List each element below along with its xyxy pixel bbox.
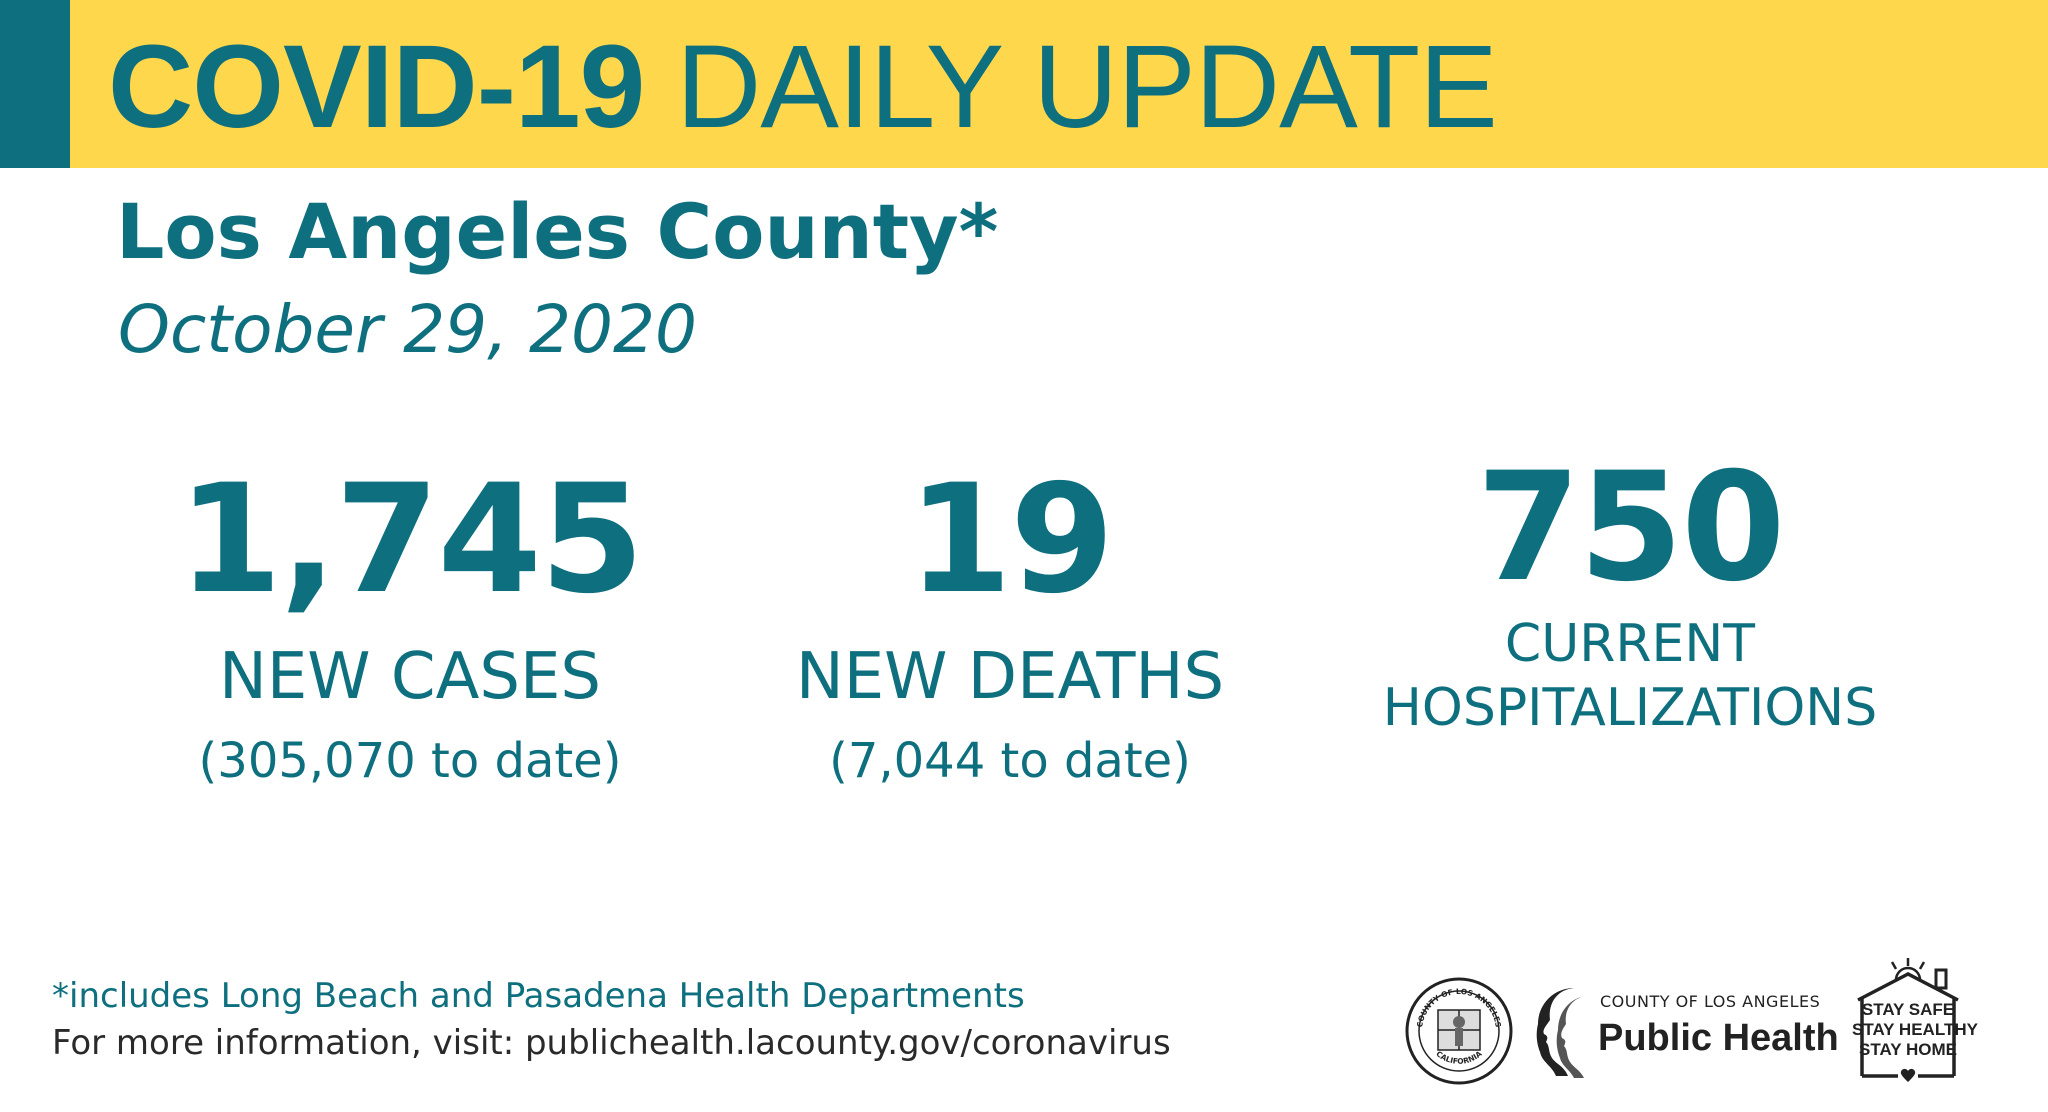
cases-to-date: (305,070 to date) <box>198 733 622 789</box>
public-health-title: Public Health <box>1598 1017 1839 1059</box>
county-heading: Los Angeles County* <box>116 187 999 276</box>
stat-new-cases: 1,745 NEW CASES (305,070 to date) <box>160 460 660 792</box>
hospitalizations-label-line2: HOSPITALIZATIONS <box>1382 678 1878 738</box>
profile-faces-icon <box>1536 988 1586 1078</box>
new-deaths-label: NEW DEATHS <box>795 640 1225 714</box>
banner-accent-bar <box>0 0 70 168</box>
stat-new-deaths: 19 NEW DEATHS (7,044 to date) <box>750 460 1270 792</box>
footnote: *includes Long Beach and Pasadena Health… <box>52 976 1025 1016</box>
stay-safe-line3: STAY HOME <box>1859 1040 1957 1059</box>
stay-safe-text: STAY SAFE STAY HEALTHY STAY HOME <box>1852 1000 1978 1060</box>
public-health-logo: COUNTY OF LOS ANGELES Public Health <box>1534 982 1839 1082</box>
page-title: COVID-19 DAILY UPDATE <box>108 21 1498 153</box>
deaths-to-date: (7,044 to date) <box>829 733 1191 789</box>
page-title-regular: DAILY UPDATE <box>676 21 1498 153</box>
new-cases-value: 1,745 <box>177 453 644 627</box>
stay-safe-logo: STAY SAFE STAY HEALTHY STAY HOME <box>1852 956 1978 1086</box>
hospitalizations-label-line1: CURRENT <box>1504 614 1756 674</box>
hospitalizations-value: 750 <box>1476 441 1785 615</box>
stay-safe-line2: STAY HEALTHY <box>1852 1020 1978 1039</box>
public-health-county-text: COUNTY OF LOS ANGELES <box>1600 992 1821 1011</box>
page-title-bold: COVID-19 <box>108 21 645 153</box>
stay-safe-line1: STAY SAFE <box>1861 1000 1955 1019</box>
county-seal-icon: COUNTY OF LOS ANGELES CALIFORNIA <box>1405 977 1513 1085</box>
new-deaths-value: 19 <box>907 453 1115 627</box>
title-banner: COVID-19 DAILY UPDATE <box>0 0 2048 168</box>
stat-hospitalizations: 750 CURRENT HOSPITALIZATIONS <box>1320 448 1940 740</box>
update-date: October 29, 2020 <box>118 291 698 368</box>
new-cases-label: NEW CASES <box>218 640 602 714</box>
house-sun-icon <box>1857 958 1959 1082</box>
more-info-text: For more information, visit: publichealt… <box>52 1023 1171 1063</box>
